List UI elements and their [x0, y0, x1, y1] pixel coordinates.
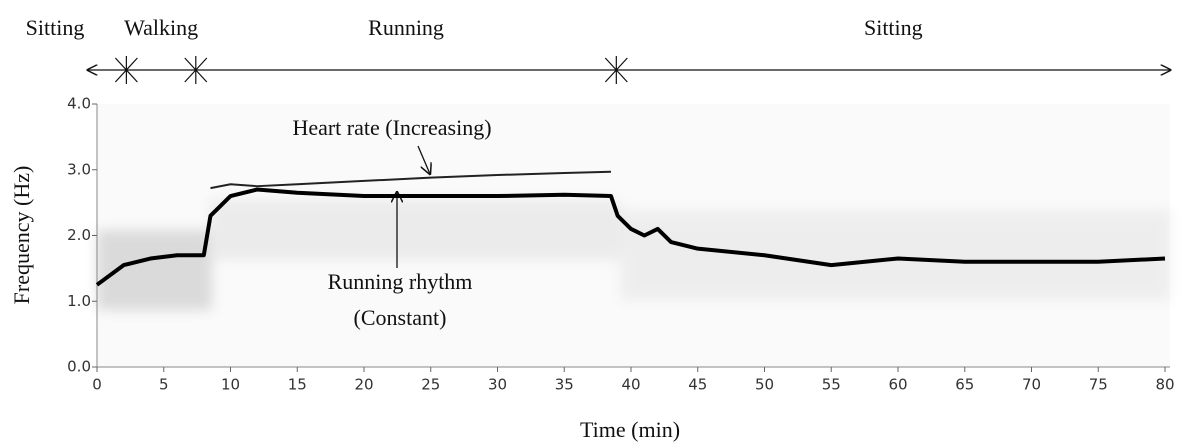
y-axis-title: Frequency (Hz) [9, 166, 34, 305]
phase-boundary [184, 56, 208, 84]
phase-label: Sitting [26, 15, 85, 40]
annotation-arrow [417, 145, 430, 174]
y-tick-label: 0.0 [67, 358, 91, 376]
x-tick-label: 0 [92, 376, 102, 394]
x-tick-label: 40 [621, 376, 640, 394]
x-tick-label: 25 [421, 376, 440, 394]
x-tick-label: 55 [822, 376, 841, 394]
x-tick-label: 60 [888, 376, 907, 394]
spectral-line [210, 170, 612, 190]
phase-label: Walking [124, 15, 198, 40]
x-tick-label: 45 [688, 376, 707, 394]
phase-boundary [114, 56, 138, 84]
phase-label: Running [368, 15, 444, 40]
annotation: (Constant) [354, 305, 447, 330]
x-tick-label: 50 [755, 376, 774, 394]
x-tick-label: 30 [488, 376, 507, 394]
x-axis-title: Time (min) [580, 417, 680, 442]
spectral-line [95, 187, 1166, 287]
x-tick-label: 35 [555, 376, 574, 394]
x-tick-label: 15 [288, 376, 307, 394]
x-tick-label: 75 [1089, 376, 1108, 394]
y-tick-label: 3.0 [67, 160, 91, 178]
spectrogram-noise [97, 200, 1170, 310]
x-tick-label: 20 [354, 376, 373, 394]
x-tick-label: 5 [159, 376, 169, 394]
y-tick-label: 1.0 [67, 292, 91, 310]
annotation: Heart rate (Increasing) [292, 115, 491, 140]
y-tick-label: 2.0 [67, 226, 91, 244]
y-tick-label: 4.0 [67, 95, 91, 113]
x-tick-label: 65 [955, 376, 974, 394]
phase-boundary [604, 56, 628, 84]
x-tick-label: 70 [1022, 376, 1041, 394]
phase-label: Sitting [864, 15, 923, 40]
annotation: Running rhythm [328, 269, 473, 294]
x-tick-label: 80 [1155, 376, 1174, 394]
x-tick-label: 10 [221, 376, 240, 394]
